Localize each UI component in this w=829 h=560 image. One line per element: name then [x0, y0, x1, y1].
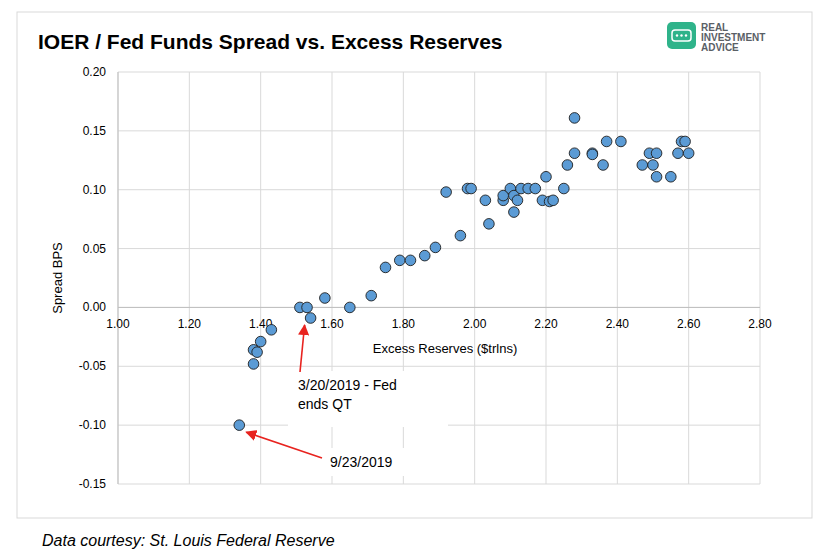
- logo-dot: [676, 34, 678, 36]
- x-grid-line: [474, 72, 475, 484]
- point: [651, 148, 662, 159]
- point: [512, 195, 523, 206]
- annotation-text: ends QT: [298, 396, 352, 412]
- grid: [118, 72, 760, 484]
- point: [598, 160, 609, 171]
- point: [266, 324, 277, 335]
- x-tick-label: 1.00: [106, 317, 130, 331]
- point: [559, 183, 570, 194]
- x-grid-line: [546, 72, 547, 484]
- x-grid-line: [260, 72, 261, 484]
- point: [680, 136, 691, 147]
- point: [255, 336, 266, 347]
- x-axis-line: [118, 307, 760, 308]
- y-tick-label: -0.10: [79, 418, 107, 432]
- y-tick-label: 0.05: [83, 242, 107, 256]
- y-tick-label: 0.10: [83, 183, 107, 197]
- point: [252, 347, 263, 358]
- point: [394, 255, 405, 266]
- point: [569, 148, 580, 159]
- x-tick-label: 2.00: [463, 317, 487, 331]
- x-tick-label: 1.60: [320, 317, 344, 331]
- y-grid-line: [118, 72, 760, 73]
- point: [541, 171, 552, 182]
- point: [683, 148, 694, 159]
- point: [562, 160, 573, 171]
- point: [345, 302, 356, 313]
- point: [430, 242, 441, 253]
- y-axis-title: Spread BPS: [50, 242, 65, 314]
- point: [530, 183, 541, 194]
- y-grid-line: [118, 484, 760, 485]
- x-grid-line: [688, 72, 689, 484]
- x-grid-line: [118, 72, 119, 484]
- x-tick-label: 2.80: [748, 317, 772, 331]
- point: [302, 302, 313, 313]
- title: IOER / Fed Funds Spread vs. Excess Reser…: [38, 30, 503, 53]
- y-tick-label: 0.15: [83, 124, 107, 138]
- y-tick-label: -0.15: [79, 477, 107, 491]
- annotation-text: 3/20/2019 - Fed: [298, 377, 397, 393]
- point: [673, 148, 684, 159]
- point: [616, 136, 627, 147]
- annotation-text: 9/23/2019: [330, 454, 392, 470]
- logo-icon: [667, 22, 696, 49]
- y-tick-label: 0.20: [83, 65, 107, 79]
- logo-bubble: [672, 30, 691, 41]
- y-grid-line: [118, 189, 760, 190]
- point: [648, 160, 659, 171]
- point: [651, 171, 662, 182]
- point: [366, 290, 377, 301]
- point: [480, 195, 491, 206]
- annotation-box: [322, 448, 422, 476]
- x-grid-line: [617, 72, 618, 484]
- x-tick-label: 1.80: [392, 317, 416, 331]
- y-grid-line: [118, 307, 760, 308]
- point: [441, 187, 452, 198]
- x-tick-label: 1.20: [178, 317, 202, 331]
- point: [320, 293, 331, 304]
- y-grid-line: [118, 130, 760, 131]
- x-tick-label: 2.60: [677, 317, 701, 331]
- point: [666, 171, 677, 182]
- point: [234, 420, 245, 431]
- x-axis-title: Excess Reserves ($trlns): [373, 341, 517, 356]
- annotation-box: [288, 371, 448, 427]
- point: [509, 207, 520, 218]
- logo: REALINVESTMENTADVICE: [667, 22, 765, 53]
- point: [419, 250, 430, 261]
- annotations: 3/20/2019 - Fed ends QT 9/23/2019: [246, 325, 448, 476]
- y-tick-label: -0.05: [79, 359, 107, 373]
- x-grid-line: [760, 72, 761, 484]
- y-axis-line: [118, 72, 119, 484]
- point: [380, 262, 391, 273]
- point: [601, 136, 612, 147]
- x-grid-line: [189, 72, 190, 484]
- logo-dot: [680, 34, 682, 36]
- x-tick-label: 2.20: [534, 317, 558, 331]
- point: [405, 255, 416, 266]
- point: [637, 160, 648, 171]
- y-tick-label: 0.00: [83, 300, 107, 314]
- point: [248, 359, 259, 370]
- point: [455, 230, 466, 241]
- point: [484, 219, 495, 230]
- logo-dot: [685, 34, 687, 36]
- chart-root: IOER / Fed Funds Spread vs. Excess Reser…: [0, 0, 829, 560]
- point: [569, 113, 580, 124]
- point: [466, 183, 477, 194]
- point: [587, 149, 598, 160]
- source-note: Data courtesy: St. Louis Federal Reserve: [42, 532, 335, 549]
- point: [305, 313, 316, 324]
- chart-frame: [17, 12, 812, 518]
- annotation-arrow: [246, 432, 322, 458]
- x-tick-label: 2.40: [606, 317, 630, 331]
- points: [234, 113, 694, 431]
- point: [548, 195, 559, 206]
- annotation-arrow: [300, 325, 305, 372]
- y-grid-line: [118, 366, 760, 367]
- logo-text: ADVICE: [701, 42, 739, 53]
